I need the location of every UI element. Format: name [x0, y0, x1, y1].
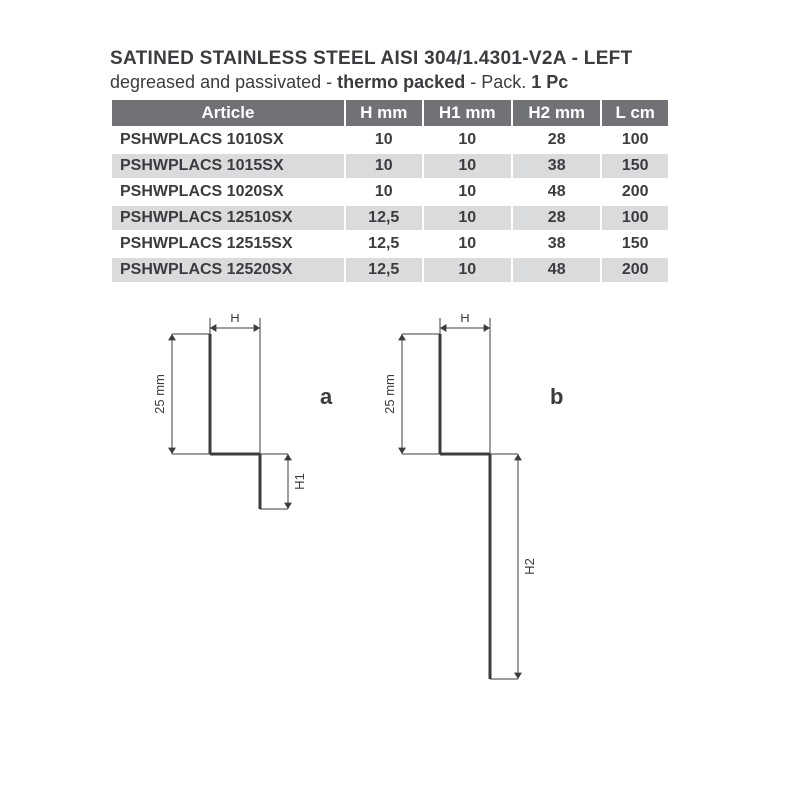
table-row: PSHWPLACS 12520SX12,51048200 [111, 257, 669, 283]
svg-text:a: a [320, 384, 333, 409]
subtitle-pre: degreased and passivated - [110, 72, 337, 92]
spec-table: Article H mm H1 mm H2 mm L cm PSHWPLACS … [110, 98, 670, 284]
svg-text:H1: H1 [292, 473, 307, 490]
col-l: L cm [601, 99, 669, 127]
table-row: PSHWPLACS 12510SX12,51028100 [111, 205, 669, 231]
page-subtitle: degreased and passivated - thermo packed… [110, 72, 740, 93]
table-row: PSHWPLACS 1010SX101028100 [111, 127, 669, 153]
subtitle-bold1: thermo packed [337, 72, 465, 92]
page-title: SATINED STAINLESS STEEL AISI 304/1.4301-… [110, 48, 740, 70]
col-article: Article [111, 99, 345, 127]
col-h: H mm [345, 99, 423, 127]
profile-diagrams: H 25 mm H1 a H 25 mm H2 b [140, 314, 740, 739]
col-h2: H2 mm [512, 99, 601, 127]
table-row: PSHWPLACS 12515SX12,51038150 [111, 231, 669, 257]
table-row: PSHWPLACS 1020SX101048200 [111, 179, 669, 205]
subtitle-bold2: 1 Pc [531, 72, 568, 92]
svg-text:H2: H2 [522, 558, 537, 575]
subtitle-mid: - Pack. [465, 72, 531, 92]
svg-text:25 mm: 25 mm [152, 374, 167, 414]
svg-text:H: H [460, 314, 469, 325]
svg-text:25 mm: 25 mm [382, 374, 397, 414]
table-row: PSHWPLACS 1015SX101038150 [111, 153, 669, 179]
svg-text:b: b [550, 384, 563, 409]
diagram-svg: H 25 mm H1 a H 25 mm H2 b [140, 314, 660, 734]
col-h1: H1 mm [423, 99, 512, 127]
svg-text:H: H [230, 314, 239, 325]
